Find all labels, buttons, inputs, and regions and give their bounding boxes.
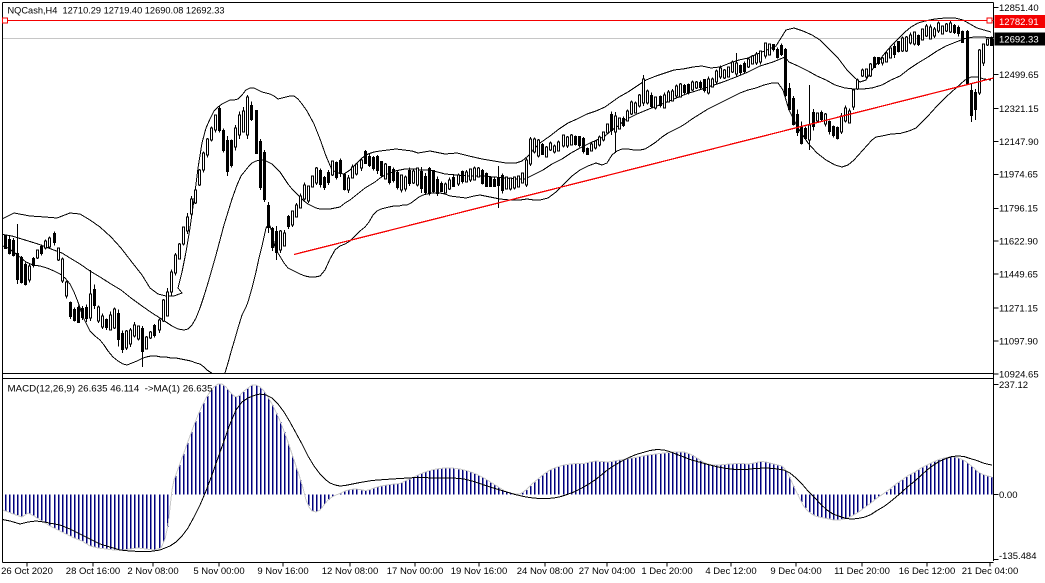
svg-text:0.00: 0.00: [999, 490, 1018, 501]
svg-text:11 Dec 20:00: 11 Dec 20:00: [834, 566, 890, 577]
svg-text:5 Nov 00:00: 5 Nov 00:00: [193, 566, 244, 577]
svg-text:NQCash,H4 12710.29 12719.40 1: NQCash,H4 12710.29 12719.40 12690.08 126…: [8, 6, 225, 17]
svg-text:27 Nov 04:00: 27 Nov 04:00: [579, 566, 636, 577]
svg-text:12499.65: 12499.65: [999, 70, 1039, 81]
svg-text:21 Dec 04:00: 21 Dec 04:00: [962, 566, 1019, 577]
svg-text:2 Nov 08:00: 2 Nov 08:00: [127, 566, 178, 577]
svg-text:12321.15: 12321.15: [999, 104, 1039, 115]
svg-text:MACD(12,26,9) 26.635 46.114 -: MACD(12,26,9) 26.635 46.114 ->MA(1) 26.6…: [8, 384, 213, 394]
svg-text:17 Nov 00:00: 17 Nov 00:00: [387, 566, 444, 577]
svg-text:12 Nov 08:00: 12 Nov 08:00: [322, 566, 379, 577]
svg-text:12147.90: 12147.90: [999, 137, 1039, 148]
svg-text:9 Dec 04:00: 9 Dec 04:00: [770, 566, 821, 577]
svg-text:10924.65: 10924.65: [999, 370, 1039, 381]
svg-text:1 Dec 20:00: 1 Dec 20:00: [641, 566, 692, 577]
svg-text:11271.15: 11271.15: [999, 304, 1038, 315]
svg-text:11796.15: 11796.15: [999, 204, 1038, 215]
svg-text:11622.90: 11622.90: [999, 237, 1038, 248]
svg-text:11097.90: 11097.90: [999, 337, 1038, 348]
svg-text:-135.484: -135.484: [999, 551, 1037, 562]
svg-text:12851.40: 12851.40: [999, 3, 1039, 14]
svg-text:11974.65: 11974.65: [999, 170, 1038, 181]
svg-text:237.12: 237.12: [999, 380, 1028, 391]
svg-text:12692.33: 12692.33: [999, 35, 1039, 46]
svg-text:4 Dec 12:00: 4 Dec 12:00: [705, 566, 756, 577]
svg-text:26 Oct 2020: 26 Oct 2020: [1, 566, 53, 577]
svg-text:9 Nov 16:00: 9 Nov 16:00: [257, 566, 308, 577]
svg-text:11449.65: 11449.65: [999, 270, 1038, 281]
svg-text:24 Nov 08:00: 24 Nov 08:00: [517, 566, 574, 577]
svg-text:19 Nov 16:00: 19 Nov 16:00: [451, 566, 508, 577]
svg-text:28 Oct 16:00: 28 Oct 16:00: [66, 566, 120, 577]
svg-text:16 Dec 12:00: 16 Dec 12:00: [899, 566, 956, 577]
svg-text:12782.91: 12782.91: [999, 17, 1039, 28]
